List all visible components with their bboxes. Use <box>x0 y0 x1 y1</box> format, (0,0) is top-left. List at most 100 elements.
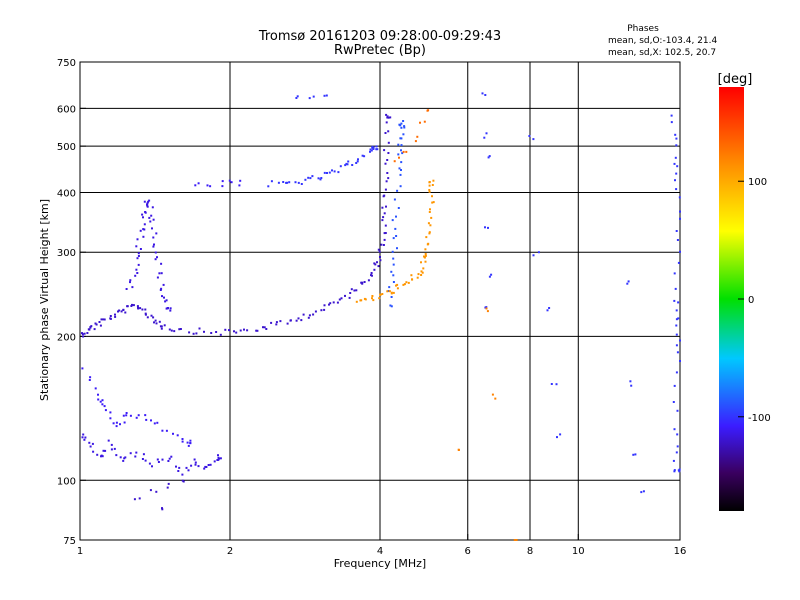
data-point <box>384 232 387 234</box>
data-point <box>359 299 362 302</box>
data-point <box>361 154 364 157</box>
data-point <box>674 179 676 182</box>
y-tick-label: 200 <box>57 332 76 343</box>
phases-line-o: mean, sd,O:-103.4, 21.4 <box>608 36 718 46</box>
data-point <box>115 425 118 428</box>
data-point <box>320 177 323 179</box>
data-point <box>160 327 163 330</box>
data-point <box>402 283 405 286</box>
data-point <box>152 218 155 221</box>
data-point <box>402 150 405 153</box>
data-point <box>399 185 402 188</box>
data-point <box>88 379 91 381</box>
data-point <box>137 255 140 257</box>
data-point <box>675 333 678 336</box>
data-point <box>132 304 135 307</box>
data-point <box>161 429 164 432</box>
data-point <box>675 371 678 374</box>
data-point <box>491 393 494 396</box>
data-point <box>118 309 121 312</box>
y-tick-label: 300 <box>57 248 76 259</box>
data-point <box>142 453 145 456</box>
data-point <box>119 423 121 426</box>
data-point <box>210 332 213 334</box>
data-point <box>673 428 676 431</box>
data-point <box>110 443 113 446</box>
data-point <box>147 200 150 203</box>
data-point <box>373 262 376 265</box>
data-point <box>393 160 396 163</box>
data-point <box>146 205 149 208</box>
data-point <box>131 286 134 289</box>
data-point <box>246 329 249 332</box>
data-point <box>355 162 358 164</box>
data-point <box>384 224 387 227</box>
data-point <box>372 147 375 150</box>
data-point <box>135 245 138 248</box>
data-point <box>122 459 125 462</box>
data-point <box>420 261 422 264</box>
data-point <box>255 329 258 332</box>
data-point <box>277 181 280 184</box>
data-point <box>83 332 86 335</box>
data-point <box>143 228 146 231</box>
data-point <box>311 175 314 178</box>
data-point <box>189 439 192 442</box>
data-point <box>398 156 400 159</box>
data-point <box>487 156 490 159</box>
data-point <box>170 329 173 332</box>
data-point <box>627 280 630 283</box>
data-point <box>420 274 423 276</box>
data-point <box>379 293 382 296</box>
data-point <box>221 185 224 188</box>
data-point <box>125 412 128 414</box>
data-point <box>302 313 305 316</box>
data-point <box>134 455 137 458</box>
data-point <box>386 116 389 119</box>
data-point <box>185 466 188 469</box>
data-point <box>123 421 126 424</box>
data-point <box>396 287 399 290</box>
data-points <box>81 92 681 541</box>
data-point <box>396 247 398 250</box>
data-point <box>676 445 679 448</box>
data-point <box>515 539 518 541</box>
data-point <box>385 113 388 116</box>
data-point <box>89 445 92 448</box>
data-point <box>195 332 198 335</box>
data-point <box>81 436 84 439</box>
data-point <box>136 305 139 308</box>
data-point <box>427 109 430 112</box>
data-point <box>375 148 378 151</box>
data-point <box>676 433 679 436</box>
data-point <box>166 486 169 489</box>
data-point <box>104 449 107 452</box>
chart-title: Tromsø 20161203 09:28:00-09:29:43 <box>258 29 501 44</box>
data-point <box>432 201 435 204</box>
y-tick-label: 500 <box>57 142 76 153</box>
data-point <box>167 460 170 462</box>
data-point <box>390 296 393 298</box>
data-point <box>377 265 380 268</box>
colorbar-tick-label: -100 <box>748 413 771 424</box>
data-point <box>288 181 291 184</box>
data-point <box>379 259 382 262</box>
data-point <box>238 184 241 187</box>
y-tick-label: 100 <box>57 476 76 487</box>
data-point <box>92 450 95 453</box>
data-point <box>151 465 153 468</box>
data-point <box>300 319 303 322</box>
data-point <box>395 215 397 218</box>
data-point <box>122 309 125 311</box>
data-point <box>109 317 112 320</box>
data-point <box>323 171 326 174</box>
data-point <box>95 323 98 326</box>
data-point <box>323 94 326 97</box>
data-point <box>672 401 675 403</box>
data-point <box>165 299 168 302</box>
data-point <box>115 454 118 457</box>
data-point <box>386 172 389 174</box>
data-point <box>117 310 119 313</box>
data-point <box>423 255 425 258</box>
data-point <box>312 313 315 316</box>
